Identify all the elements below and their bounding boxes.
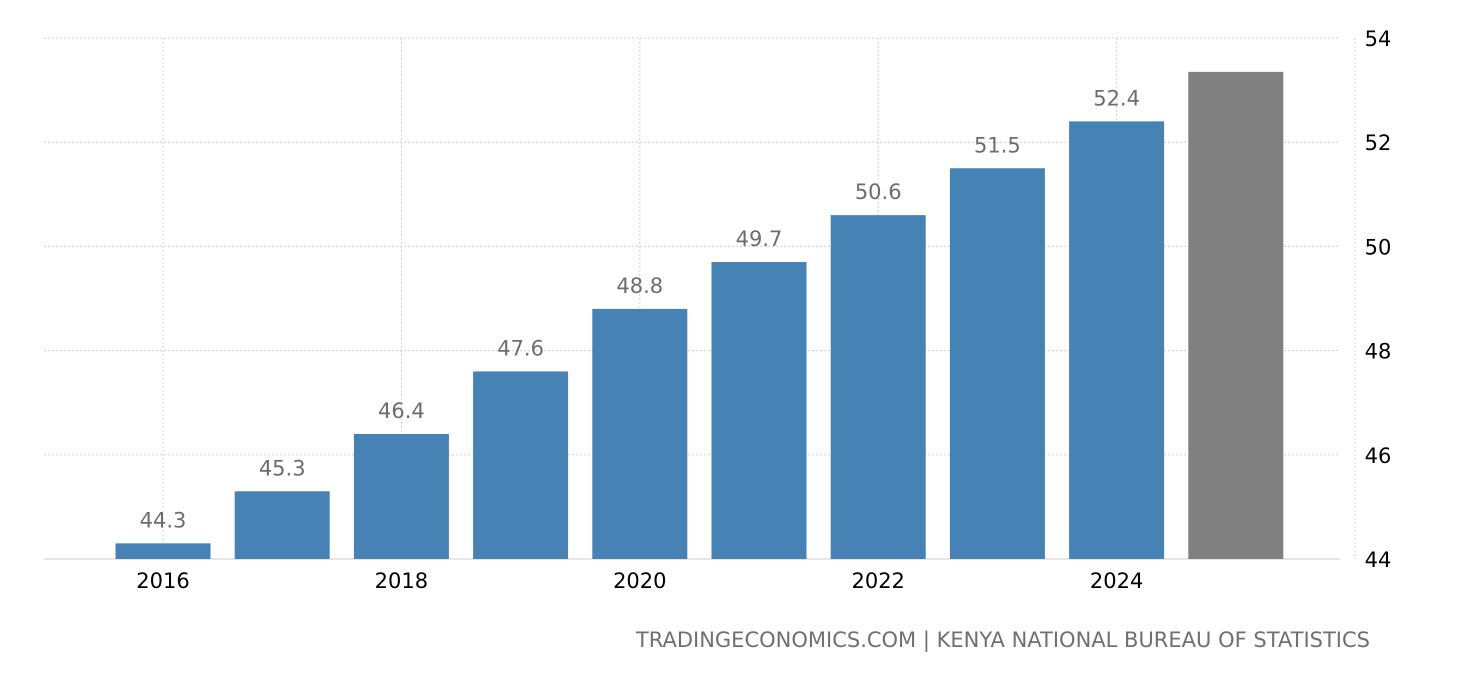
forecast-bar-2025: [1188, 71, 1284, 560]
bar-2016: [115, 543, 211, 559]
grid-lines: [44, 37, 1356, 560]
data-label-2023: 51.5: [974, 133, 1021, 157]
data-label-2024: 52.4: [1093, 86, 1140, 110]
data-label-2022: 50.6: [855, 180, 902, 204]
y-tick-label-50: 50: [1365, 235, 1392, 259]
x-axis: 2016 2018 2020 2022 2024: [136, 569, 1143, 593]
x-tick-label-2016: 2016: [136, 569, 189, 593]
bar-2017: [234, 491, 330, 559]
y-tick-label-52: 52: [1365, 131, 1392, 155]
bar-2018: [353, 433, 449, 559]
data-label-2019: 47.6: [497, 336, 544, 360]
bar-2021: [711, 262, 807, 559]
bar-2022: [830, 215, 926, 559]
data-label-2020: 48.8: [616, 274, 663, 298]
data-label-2018: 46.4: [378, 399, 425, 423]
bar-2019: [473, 371, 569, 559]
y-axis: 44 46 48 50 52 54: [1365, 27, 1392, 572]
data-labels: 44.3 45.3 46.4 47.6 48.8 49.7 50.6 51.5 52.4: [140, 86, 1140, 532]
data-label-2017: 45.3: [259, 456, 306, 480]
y-tick-label-44: 44: [1365, 548, 1392, 572]
bar-2024: [1069, 121, 1165, 560]
x-tick-label-2020: 2020: [613, 569, 666, 593]
x-tick-label-2022: 2022: [851, 569, 904, 593]
x-tick-label-2024: 2024: [1090, 569, 1143, 593]
bar-2020: [592, 308, 688, 559]
x-tick-label-2018: 2018: [375, 569, 428, 593]
y-tick-label-54: 54: [1365, 27, 1392, 51]
y-tick-label-46: 46: [1365, 444, 1392, 468]
bars: [115, 71, 1284, 560]
y-tick-label-48: 48: [1365, 340, 1392, 364]
data-label-2021: 49.7: [736, 227, 783, 251]
bar-2023: [949, 168, 1045, 559]
data-label-2016: 44.3: [140, 508, 187, 532]
source-attribution: TRADINGECONOMICS.COM | KENYA NATIONAL BU…: [635, 628, 1370, 652]
